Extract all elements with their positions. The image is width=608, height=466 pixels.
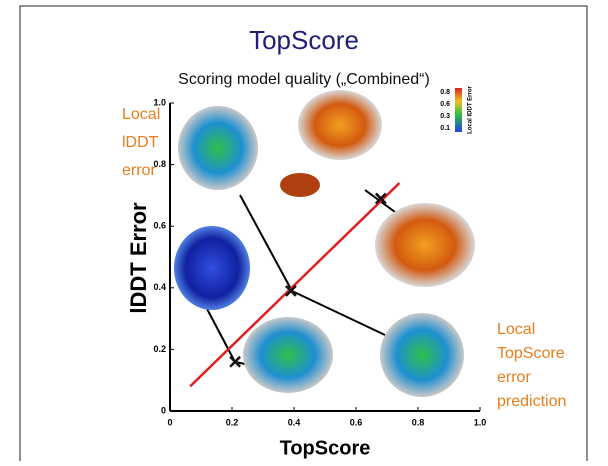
annotation: error: [122, 162, 156, 179]
x-tick-label: 0.2: [226, 417, 239, 427]
y-tick-label: 0.2: [153, 344, 166, 354]
colorbar-title: Local lDDT Error: [468, 86, 474, 134]
y-tick-label: 0.6: [153, 221, 166, 231]
page: TopScore Scoring model quality („Combine…: [0, 0, 608, 461]
annotation: TopScore: [497, 345, 565, 362]
annotation: Local: [122, 106, 160, 123]
annotation: prediction: [497, 393, 566, 410]
subtitle: Scoring model quality („Combined“): [178, 71, 430, 88]
protein-images: [174, 88, 475, 397]
colorbar-tick-label: 0.6: [440, 101, 450, 108]
annotation: Local: [497, 321, 535, 338]
y-tick-label: 0: [161, 405, 166, 415]
connector: [205, 305, 235, 362]
slide: TopScore Scoring model quality („Combine…: [0, 0, 608, 461]
protein: [174, 226, 250, 310]
protein: [375, 203, 475, 287]
x-tick-label: 0: [167, 417, 172, 427]
colorbar-tick-label: 0.8: [440, 89, 450, 96]
colorbar-tick-label: 0.1: [440, 125, 450, 132]
colorbar-tick-label: 0.3: [440, 113, 450, 120]
x-axis-label: TopScore: [280, 437, 371, 459]
protein: [380, 313, 464, 397]
protein: [298, 90, 382, 160]
title: TopScore: [249, 25, 359, 55]
y-axis-label: lDDT Error: [126, 202, 151, 314]
y-tick-label: 0.4: [153, 282, 166, 292]
x-tick-label: 0.8: [412, 417, 425, 427]
colorbar: [455, 88, 462, 132]
protein: [178, 106, 258, 190]
protein: [243, 317, 333, 393]
annotation: error: [497, 369, 531, 386]
annotation: lDDT: [122, 134, 159, 151]
x-tick-label: 0.4: [288, 417, 301, 427]
x-tick-label: 1.0: [474, 417, 487, 427]
x-tick-label: 0.6: [350, 417, 363, 427]
protein: [280, 173, 320, 197]
